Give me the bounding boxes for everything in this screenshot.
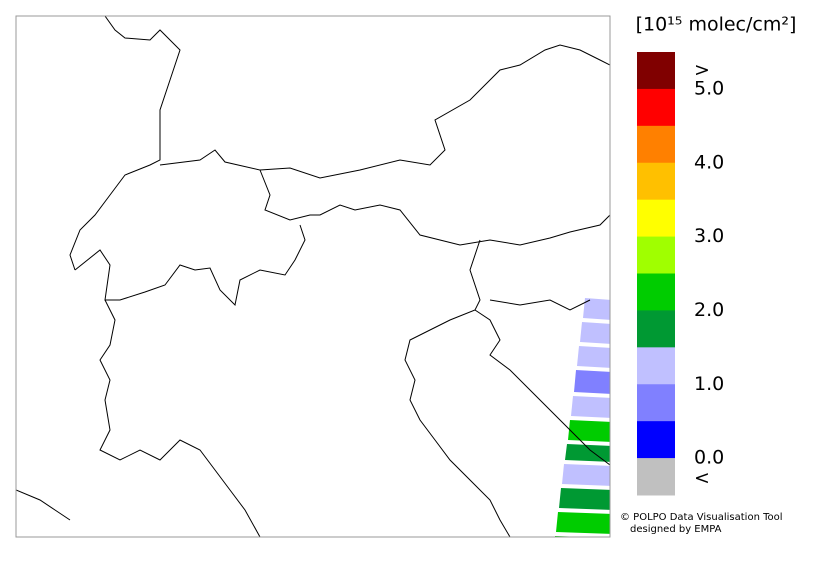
colorbar-bin — [637, 347, 675, 385]
colorbar-label: 5.0 — [694, 77, 724, 99]
colorbar-label: < — [694, 467, 710, 489]
colorbar: >5.0 4.0 3.0 2.0 1.0 0.0< — [637, 52, 724, 496]
colorbar-label: 4.0 — [694, 151, 724, 173]
map-frame — [15, 15, 611, 538]
colorbar-label: 2.0 — [694, 299, 724, 321]
colorbar-label: 3.0 — [694, 225, 724, 247]
colorbar-bin — [637, 273, 675, 311]
colorbar-label: > — [694, 59, 710, 81]
colorbar-bin — [637, 199, 675, 238]
satellite-pixels — [555, 298, 610, 537]
colorbar-label: 1.0 — [694, 373, 724, 395]
colorbar-bin — [637, 310, 675, 348]
colorbar-bin — [637, 421, 675, 459]
colorbar-title: [10¹⁵ molec/cm²] — [636, 14, 797, 36]
colorbar-bin — [637, 236, 675, 274]
colorbar-bin — [637, 88, 675, 127]
colorbar-bin — [637, 162, 675, 201]
map — [16, 16, 610, 537]
colorbar-bin — [637, 384, 675, 422]
colorbar-label: 0.0 — [694, 447, 724, 469]
colorbar-bin — [637, 52, 675, 90]
colorbar-bin — [637, 125, 675, 164]
credit: designed by EMPA — [630, 524, 722, 535]
credit: © POLPO Data Visualisation Tool — [620, 512, 783, 523]
colorbar-bin — [637, 458, 675, 496]
